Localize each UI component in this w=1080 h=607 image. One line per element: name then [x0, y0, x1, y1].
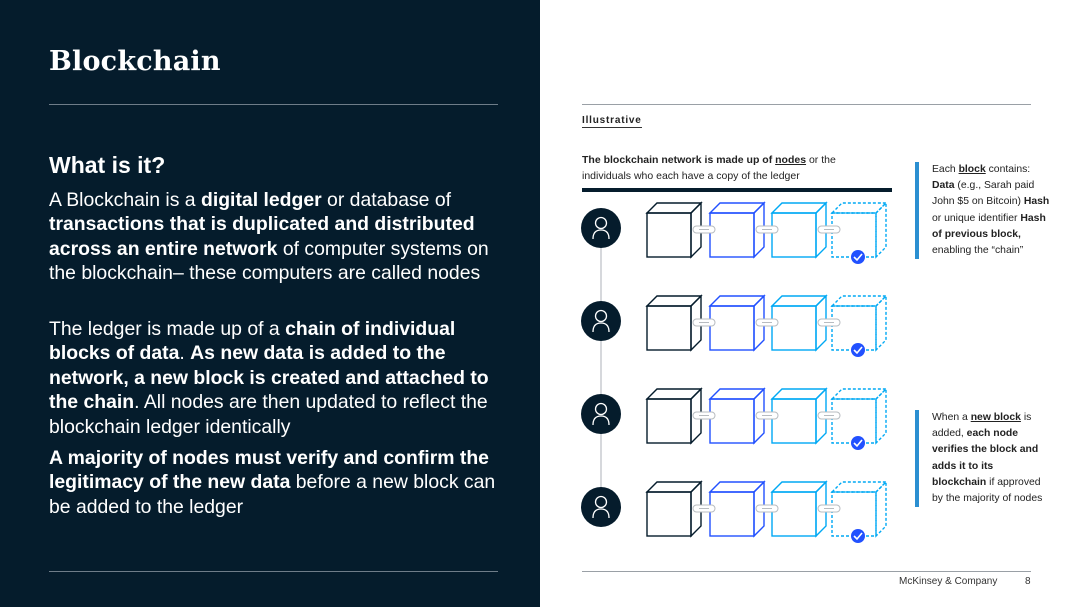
- paragraph-run: digital ledger: [200, 189, 322, 211]
- caption-run: The blockchain network is made up of: [582, 154, 776, 166]
- paragraph-run: As new data is added to the network, a n…: [49, 342, 489, 414]
- check-icon: [851, 436, 865, 450]
- section-heading: What is it?: [49, 152, 166, 178]
- note-run: if approved by the majority of nodes: [932, 476, 1043, 505]
- paragraph-run: transactions that is duplicated and dist…: [49, 213, 475, 260]
- check-icon: [851, 343, 865, 357]
- page-number: 8: [1025, 576, 1031, 587]
- note-run: each node verifies the block and adds it…: [932, 428, 1039, 488]
- note-run: enabling the “chain”: [932, 245, 1024, 257]
- title-divider: [49, 104, 498, 105]
- note-block-contents: Each block contains: Data (e.g., Sarah p…: [915, 162, 1050, 260]
- paragraph-run: The ledger is made up of a: [49, 318, 286, 340]
- paragraph-majority: A majority of nodes must verify and conf…: [49, 446, 504, 519]
- paragraph-run: . All nodes are then updated to reflect …: [49, 391, 488, 438]
- paragraph-definition: A Blockchain is a digital ledger or data…: [49, 188, 504, 286]
- check-icon: [851, 529, 865, 543]
- caption-run: nodes: [775, 154, 807, 166]
- paragraph-run: A majority of nodes must verify and conf…: [49, 447, 489, 494]
- paragraph-run: or database of: [321, 189, 452, 211]
- paragraph-run: before a new block can be added to the l…: [49, 471, 496, 518]
- paragraph-ledger: The ledger is made up of a chain of indi…: [49, 317, 504, 439]
- paragraph-run: chain of individual blocks of data: [49, 318, 456, 365]
- diagram-caption: The blockchain network is made up of nod…: [582, 152, 872, 184]
- note-run: (e.g., Sarah paid John $5 on Bitcoin): [932, 180, 1035, 208]
- note-new-block: When a new block is added, each node ver…: [915, 410, 1050, 508]
- bottom-divider: [49, 571, 498, 572]
- footer-brand: McKinsey & Company: [899, 576, 998, 587]
- note-run: or unique identifier: [932, 212, 1021, 224]
- note-run: When a: [932, 412, 971, 423]
- left-panel: Blockchain What is it? A Blockchain is a…: [0, 0, 540, 607]
- paragraph-run: A Blockchain is a: [49, 189, 201, 211]
- paragraph-run: .: [179, 342, 191, 365]
- note-run: Hash of previous block,: [932, 212, 1046, 240]
- illustrative-tag: Illustrative: [582, 115, 642, 128]
- note-run: is added,: [932, 412, 1032, 440]
- slide-title: Blockchain: [49, 46, 221, 77]
- caption-run: or the individuals who each have a copy …: [582, 154, 836, 182]
- note-run: block: [958, 164, 986, 175]
- note-run: Hash: [1023, 196, 1050, 208]
- note-run: contains:: [985, 164, 1031, 175]
- node-row: [581, 201, 888, 259]
- node-row: [581, 480, 888, 538]
- note-run: Each: [932, 164, 959, 175]
- check-icon: [851, 250, 865, 264]
- node-row: [581, 294, 888, 352]
- note-run: new block: [970, 412, 1021, 423]
- footer-rule: [582, 571, 1031, 572]
- caption-bar: [582, 188, 892, 192]
- blockchain-diagram: [581, 201, 888, 543]
- node-row: [581, 387, 888, 445]
- note-run: Data: [932, 180, 955, 192]
- paragraph-run: of computer systems on the blockchain– t…: [49, 237, 489, 285]
- top-rule: [582, 104, 1031, 105]
